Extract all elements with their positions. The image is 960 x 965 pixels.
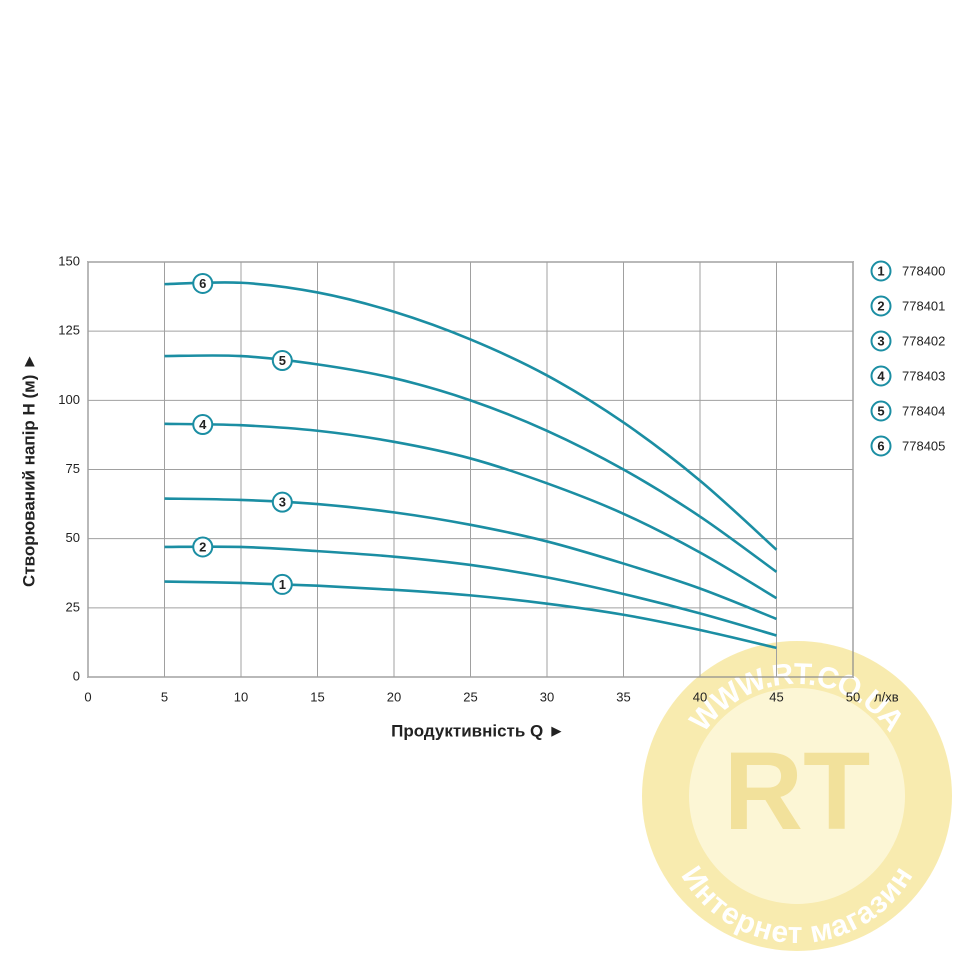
watermark-core bbox=[689, 688, 905, 904]
y-tick-label: 50 bbox=[66, 530, 80, 545]
y-tick-label: 150 bbox=[58, 253, 80, 268]
x-tick-label: 35 bbox=[616, 689, 630, 704]
watermark: WWW.RT.CO.UA Интернет магазин RT bbox=[642, 641, 952, 951]
legend-badge-label: 4 bbox=[877, 368, 885, 383]
series-badge bbox=[192, 272, 214, 294]
series-badge bbox=[271, 350, 293, 372]
x-tick-label: 20 bbox=[387, 689, 401, 704]
legend-label: 778405 bbox=[902, 438, 945, 453]
x-tick-label: 0 bbox=[84, 689, 91, 704]
x-tick-label: 40 bbox=[693, 689, 707, 704]
series-badge bbox=[271, 573, 293, 595]
watermark-logo: RT bbox=[724, 730, 871, 853]
legend-badge-label: 3 bbox=[877, 333, 884, 348]
series-badge bbox=[192, 536, 214, 558]
series-badge bbox=[192, 414, 214, 436]
x-tick-label: 10 bbox=[234, 689, 248, 704]
series-badge bbox=[271, 491, 293, 513]
legend-badge-label: 2 bbox=[877, 298, 884, 313]
legend-badge bbox=[870, 295, 892, 317]
x-unit: л/хв bbox=[874, 689, 899, 704]
y-tick-label: 25 bbox=[66, 599, 80, 614]
series-badge-label: 5 bbox=[279, 353, 286, 368]
x-tick-label: 15 bbox=[310, 689, 324, 704]
legend-badge-label: 5 bbox=[877, 403, 884, 418]
legend-badge bbox=[870, 260, 892, 282]
x-tick-label: 25 bbox=[463, 689, 477, 704]
y-tick-label: 125 bbox=[58, 323, 80, 338]
y-tick-label: 0 bbox=[73, 668, 80, 683]
x-tick-label: 45 bbox=[769, 689, 783, 704]
curve bbox=[164, 545, 777, 637]
x-tick-label: 30 bbox=[540, 689, 554, 704]
series-badge-label: 2 bbox=[199, 539, 206, 554]
legend-badge-label: 6 bbox=[877, 438, 884, 453]
legend-badge bbox=[870, 365, 892, 387]
legend-label: 778402 bbox=[902, 333, 945, 348]
y-tick-label: 75 bbox=[66, 461, 80, 476]
curve bbox=[164, 354, 778, 573]
curve bbox=[164, 422, 778, 600]
series-badge-label: 6 bbox=[199, 276, 206, 291]
y-axis-title: Створюваний напір H (м) ► bbox=[19, 353, 38, 587]
curve bbox=[164, 497, 777, 621]
x-tick-label: 50 bbox=[846, 689, 860, 704]
series-badge-label: 3 bbox=[279, 495, 286, 510]
series-badge-label: 4 bbox=[199, 417, 207, 432]
x-axis-title: Продуктивність Q ► bbox=[391, 721, 565, 740]
legend-label: 778401 bbox=[902, 298, 945, 313]
series-badge-label: 1 bbox=[279, 577, 286, 592]
legend-label: 778403 bbox=[902, 368, 945, 383]
legend-badge bbox=[870, 330, 892, 352]
y-tick-label: 100 bbox=[58, 392, 80, 407]
curve bbox=[164, 580, 777, 650]
x-tick-label: 5 bbox=[161, 689, 168, 704]
curve bbox=[164, 281, 778, 551]
legend-badge bbox=[870, 400, 892, 422]
legend-label: 778400 bbox=[902, 263, 945, 278]
legend-badge-label: 1 bbox=[877, 263, 884, 278]
legend-badge bbox=[870, 435, 892, 457]
legend-label: 778404 bbox=[902, 403, 945, 418]
